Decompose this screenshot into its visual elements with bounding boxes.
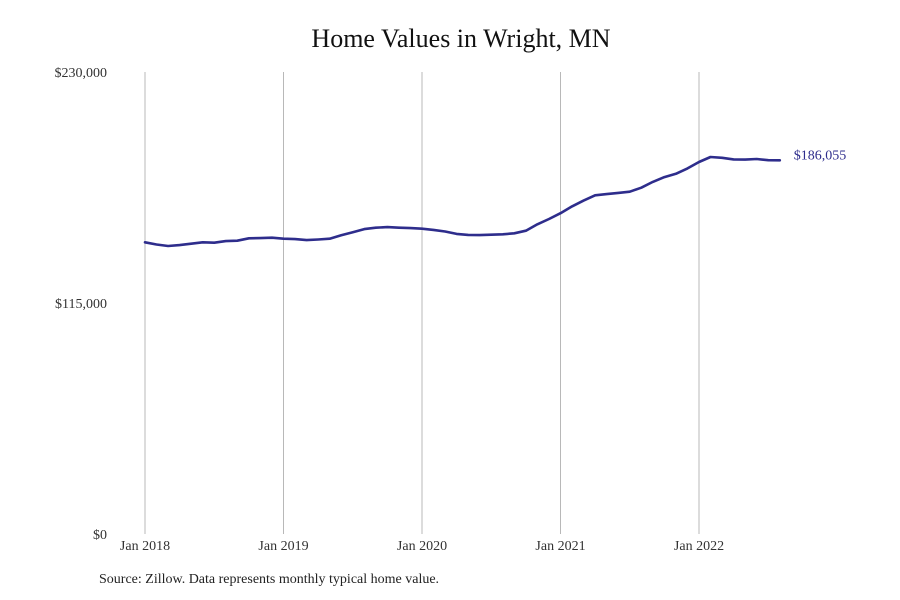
data-label-layer: $186,055 bbox=[794, 148, 847, 163]
x-tick-label: Jan 2022 bbox=[674, 539, 724, 554]
x-tick-label: Jan 2019 bbox=[258, 539, 308, 554]
grid-lines bbox=[144, 72, 700, 534]
x-axis-tick-labels: Jan 2018 Jan 2019 Jan 2020 Jan 2021 Jan 2022 bbox=[120, 539, 724, 554]
y-tick-label: $0 bbox=[93, 528, 107, 543]
series-line bbox=[143, 155, 782, 248]
chart-title: Home Values in Wright, MN bbox=[311, 24, 611, 53]
y-axis-tick-labels: $0 $115,000 $230,000 bbox=[55, 66, 108, 543]
x-tick-label: Jan 2020 bbox=[397, 539, 447, 554]
source-note: Source: Zillow. Data represents monthly … bbox=[99, 572, 440, 587]
y-tick-label: $115,000 bbox=[55, 297, 107, 312]
x-tick-label: Jan 2021 bbox=[535, 539, 585, 554]
y-tick-label: $230,000 bbox=[55, 66, 108, 81]
series-layer bbox=[143, 155, 782, 248]
end-value-label: $186,055 bbox=[794, 148, 847, 163]
x-tick-label: Jan 2018 bbox=[120, 539, 170, 554]
